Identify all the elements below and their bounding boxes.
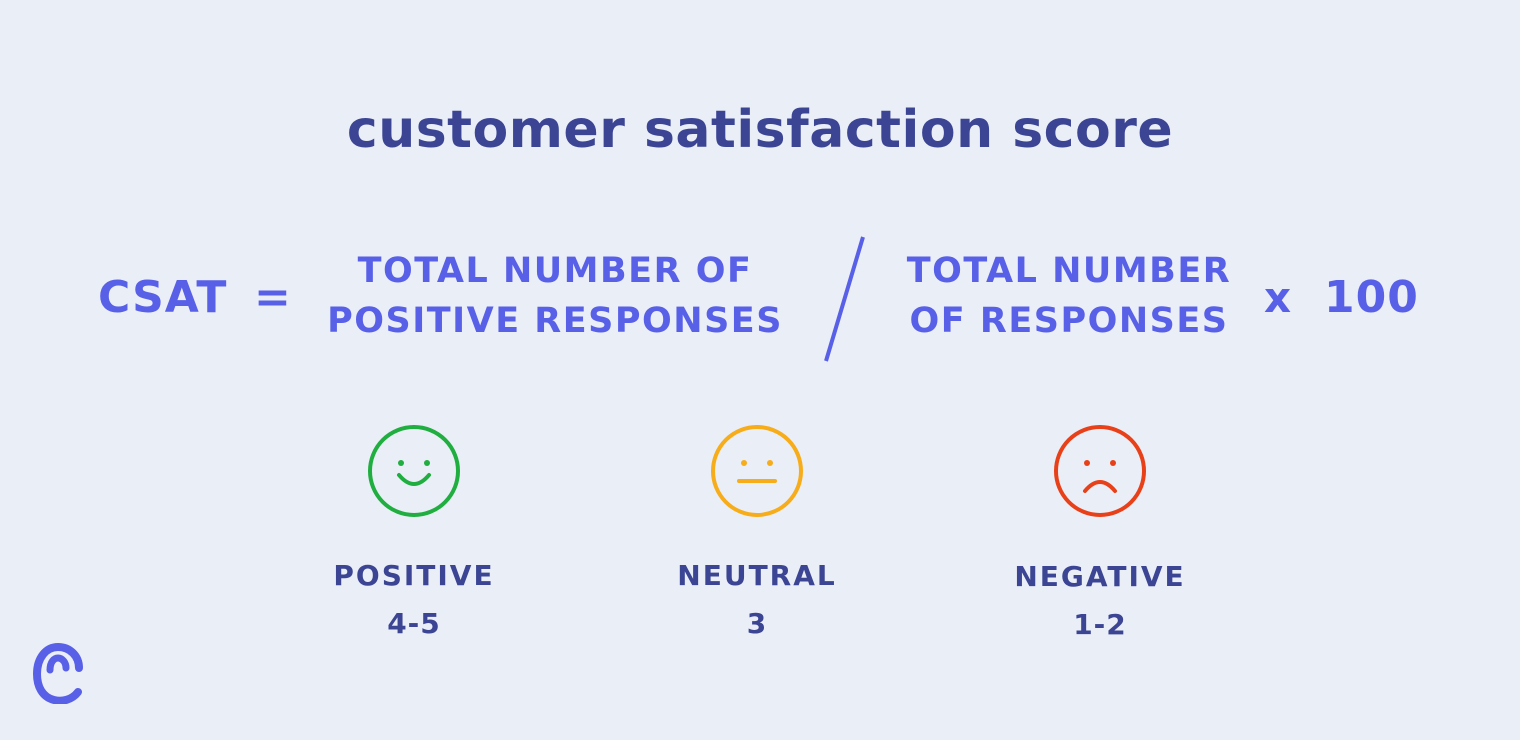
- denominator-line-2: OF RESPONSES: [909, 301, 1229, 341]
- category-positive: POSITIVE 4-5: [294, 558, 534, 642]
- brand-logo-icon: [32, 642, 83, 704]
- multiply-sign: x: [1264, 273, 1292, 322]
- frowning-face-icon: [1054, 425, 1146, 517]
- formula-numerator: TOTAL NUMBER OF POSITIVE RESPONSES: [324, 246, 786, 346]
- page-title: customer satisfaction score: [346, 100, 1174, 160]
- numerator-line-2: POSITIVE RESPONSES: [327, 301, 783, 341]
- category-label: NEUTRAL: [677, 559, 837, 592]
- category-neutral: NEUTRAL 3: [637, 558, 877, 642]
- denominator-line-1: TOTAL NUMBER: [906, 251, 1232, 291]
- neutral-face-icon: [711, 425, 803, 517]
- category-range: 4-5: [387, 607, 441, 640]
- numerator-line-1: TOTAL NUMBER OF: [357, 251, 753, 291]
- formula-denominator: TOTAL NUMBER OF RESPONSES: [900, 246, 1238, 346]
- category-range: 3: [746, 607, 768, 640]
- multiplier-value: 100: [1324, 272, 1419, 323]
- smiling-face-icon: [368, 425, 460, 517]
- category-label: NEGATIVE: [1014, 560, 1186, 593]
- formula-lhs: CSAT: [98, 272, 228, 323]
- category-negative: NEGATIVE 1-2: [980, 559, 1220, 643]
- category-range: 1-2: [1073, 608, 1127, 641]
- category-label: POSITIVE: [333, 559, 495, 592]
- equals-sign: =: [254, 272, 291, 323]
